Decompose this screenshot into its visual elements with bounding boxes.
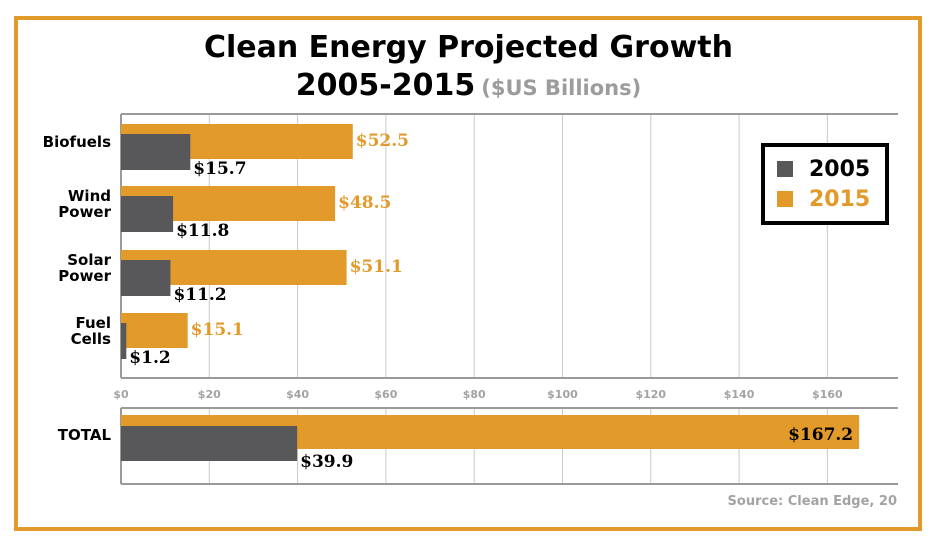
x-tick-label: $0: [113, 388, 129, 401]
chart-subtitle: 2005-2015 ($US Billions): [0, 68, 937, 103]
data-label-2005: $15.7: [193, 159, 246, 179]
category-label: Power: [58, 203, 111, 221]
category-label: Fuel: [76, 314, 112, 332]
bar-2015: [121, 313, 188, 348]
legend-label-2015: 2015: [809, 187, 871, 212]
data-label-2015: $48.5: [338, 193, 391, 213]
bar-2005: [121, 134, 191, 170]
total-label-2015: $167.2: [788, 425, 853, 445]
x-tick-label: $160: [812, 388, 843, 401]
x-tick-label: $60: [374, 388, 397, 401]
data-label-2015: $51.1: [350, 257, 403, 277]
data-label-2005: $11.2: [173, 285, 226, 305]
title-units: ($US Billions): [481, 76, 642, 100]
legend-label-2005: 2005: [809, 157, 871, 182]
data-label-2005: $1.2: [129, 348, 170, 368]
data-label-2015: $52.5: [356, 131, 409, 151]
category-label: Cells: [71, 330, 111, 348]
source-note: Source: Clean Edge, 20: [727, 494, 897, 509]
total-bar-2005: [121, 426, 298, 461]
title-years: 2005-2015: [295, 68, 476, 103]
x-tick-label: $100: [547, 388, 578, 401]
chart-title: Clean Energy Projected Growth: [203, 30, 733, 65]
bar-2005: [121, 323, 127, 359]
legend-item-2015: 2015: [777, 187, 870, 212]
legend-item-2005: 2005: [777, 157, 870, 182]
total-category-label: TOTAL: [58, 426, 112, 444]
category-label: Biofuels: [43, 133, 111, 151]
data-label-2015: $15.1: [191, 320, 244, 340]
chart-legend: 2005 2015: [761, 143, 889, 225]
x-tick-label: $20: [198, 388, 221, 401]
legend-swatch-2015: [777, 191, 793, 207]
bar-2005: [121, 196, 174, 232]
x-tick-label: $80: [463, 388, 486, 401]
x-tick-label: $120: [635, 388, 666, 401]
category-label: Solar: [67, 251, 111, 269]
bar-2005: [121, 260, 171, 296]
category-label: Power: [58, 267, 111, 285]
total-label-2005: $39.9: [300, 452, 353, 472]
legend-swatch-2005: [777, 161, 793, 177]
x-tick-label: $40: [286, 388, 309, 401]
data-label-2005: $11.8: [176, 221, 229, 241]
category-label: Wind: [68, 187, 111, 205]
x-tick-label: $140: [724, 388, 755, 401]
